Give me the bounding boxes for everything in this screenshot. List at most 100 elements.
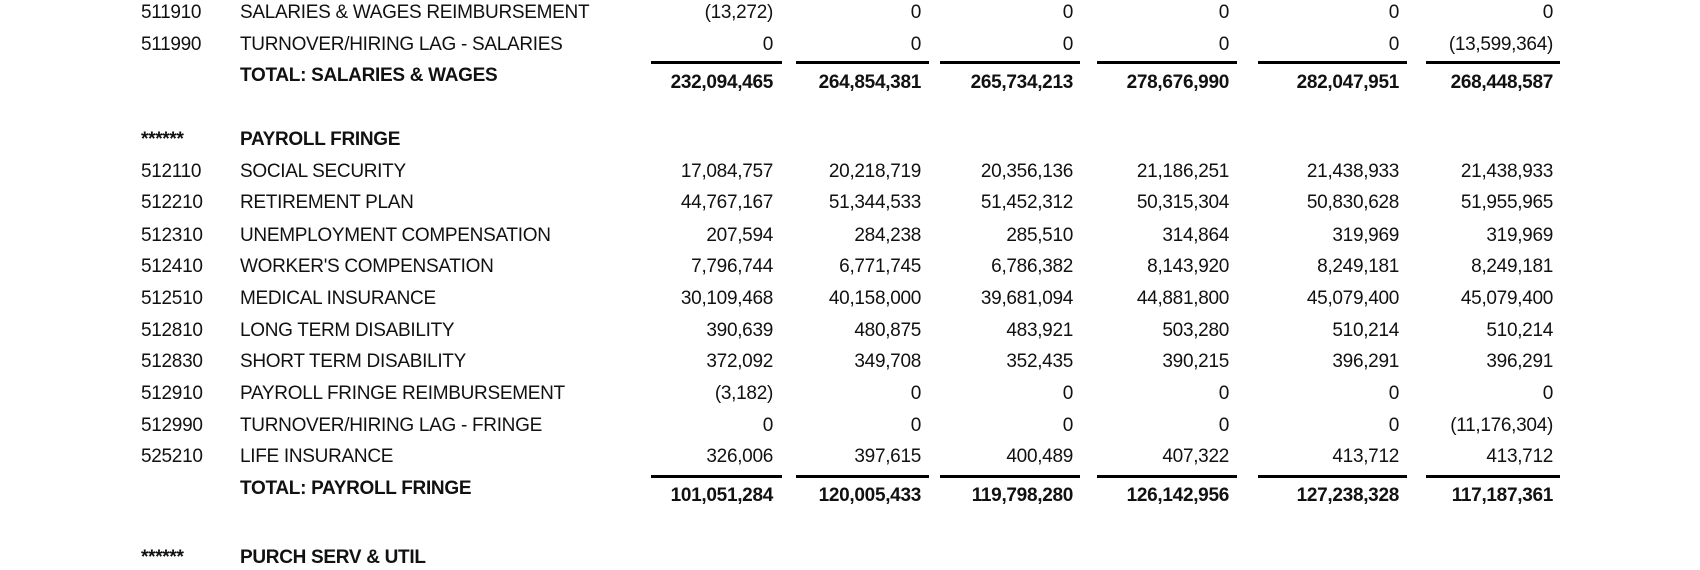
amount-cell: 396,291	[1486, 351, 1553, 372]
amount-cell: 40,158,000	[828, 288, 921, 309]
amount-cell: 44,881,800	[1136, 288, 1229, 309]
total-underline	[940, 475, 1080, 478]
table-row: 512110 SOCIAL SECURITY 17,084,757 20,218,71…	[0, 160, 1700, 184]
table-row: 512910 PAYROLL FRINGE REIMBURSEMENT (3,182…	[0, 382, 1700, 406]
amount-cell: 0	[910, 415, 922, 436]
amount-cell: 8,143,920	[1147, 256, 1229, 277]
amount-cell: 21,438,933	[1460, 161, 1553, 182]
total-label: TOTAL: SALARIES & WAGES	[240, 65, 498, 86]
amount-cell: 0	[1218, 34, 1230, 55]
amount-cell: 285,510	[1006, 225, 1073, 246]
table-row: 511990 TURNOVER/HIRING LAG - SALARIES 0 0 0 0…	[0, 33, 1700, 57]
total-underline	[651, 475, 782, 478]
total-amount: 264,854,381	[818, 72, 922, 93]
total-underline	[796, 61, 929, 64]
amount-cell: 0	[1542, 383, 1554, 404]
amount-cell: 0	[762, 415, 774, 436]
table-row: 512830 SHORT TERM DISABILITY 372,092 349,70…	[0, 350, 1700, 374]
amount-cell: 51,452,312	[980, 192, 1073, 213]
amount-cell: 0	[1062, 34, 1074, 55]
amount-cell: 39,681,094	[980, 288, 1073, 309]
amount-cell: 352,435	[1006, 351, 1073, 372]
table-row: 512810 LONG TERM DISABILITY 390,639 480,875…	[0, 319, 1700, 343]
amount-cell: 45,079,400	[1460, 288, 1553, 309]
amount-cell: 413,712	[1486, 446, 1553, 467]
account-description: SALARIES & WAGES REIMBURSEMENT	[240, 2, 590, 23]
amount-cell: 0	[910, 383, 922, 404]
account-code: 512210	[141, 192, 203, 213]
account-description: MEDICAL INSURANCE	[240, 288, 436, 309]
amount-cell: 0	[1388, 34, 1400, 55]
amount-cell: 480,875	[854, 320, 921, 341]
table-row: 525210 LIFE INSURANCE 326,006 397,615 400,48…	[0, 445, 1700, 469]
total-underline	[1097, 475, 1237, 478]
amount-cell: 503,280	[1162, 320, 1229, 341]
account-description: TURNOVER/HIRING LAG - FRINGE	[240, 415, 542, 436]
amount-cell: 390,215	[1162, 351, 1229, 372]
amount-cell: 319,969	[1332, 225, 1399, 246]
total-amount: 120,005,433	[818, 485, 922, 506]
total-amount: 126,142,956	[1126, 485, 1230, 506]
total-underline	[1426, 61, 1560, 64]
total-underline	[1258, 475, 1407, 478]
amount-cell: 284,238	[854, 225, 921, 246]
account-code: 512990	[141, 415, 203, 436]
account-description: UNEMPLOYMENT COMPENSATION	[240, 225, 551, 246]
account-code: 512110	[141, 161, 202, 182]
table-row: 511910 SALARIES & WAGES REIMBURSEMENT (13,…	[0, 1, 1700, 25]
account-description: PAYROLL FRINGE REIMBURSEMENT	[240, 383, 565, 404]
account-code: 512830	[141, 351, 203, 372]
amount-cell: 0	[910, 34, 922, 55]
table-row: 512410 WORKER'S COMPENSATION 7,796,744 6,77…	[0, 255, 1700, 279]
total-row: TOTAL: PAYROLL FRINGE 101,051,284 120,005,…	[0, 477, 1700, 506]
total-amount: 119,798,280	[971, 485, 1074, 506]
amount-cell: 0	[1062, 415, 1074, 436]
amount-cell: 0	[1218, 2, 1230, 23]
total-amount: 268,448,587	[1450, 72, 1554, 93]
amount-cell: 51,344,533	[828, 192, 921, 213]
amount-cell: (11,176,304)	[1450, 415, 1553, 436]
total-amount: 127,238,328	[1296, 485, 1400, 506]
table-row: 512210 RETIREMENT PLAN 44,767,167 51,344,53…	[0, 191, 1700, 215]
amount-cell: (3,182)	[714, 383, 773, 404]
amount-cell: 413,712	[1332, 446, 1399, 467]
amount-cell: 0	[1388, 2, 1400, 23]
total-underline	[940, 61, 1080, 64]
account-code: 512810	[141, 320, 203, 341]
amount-cell: 6,771,745	[839, 256, 921, 277]
amount-cell: 396,291	[1332, 351, 1399, 372]
account-description: SHORT TERM DISABILITY	[240, 351, 466, 372]
amount-cell: 6,786,382	[991, 256, 1073, 277]
amount-cell: 50,830,628	[1306, 192, 1399, 213]
account-code: 511990	[141, 34, 202, 55]
total-underline	[1258, 61, 1407, 64]
table-row: 512510 MEDICAL INSURANCE 30,109,468 40,158,…	[0, 287, 1700, 311]
amount-cell: 0	[910, 2, 922, 23]
account-description: SOCIAL SECURITY	[240, 161, 406, 182]
amount-cell: 45,079,400	[1306, 288, 1399, 309]
amount-cell: (13,272)	[704, 2, 774, 23]
total-underline	[1426, 475, 1560, 478]
account-description: LONG TERM DISABILITY	[240, 320, 455, 341]
amount-cell: 20,218,719	[828, 161, 921, 182]
total-amount: 232,094,465	[670, 72, 774, 93]
amount-cell: 8,249,181	[1471, 256, 1553, 277]
account-code: 525210	[141, 446, 203, 467]
total-amount: 265,734,213	[970, 72, 1074, 93]
amount-cell: 21,438,933	[1306, 161, 1399, 182]
total-amount: 278,676,990	[1126, 72, 1230, 93]
amount-cell: 326,006	[706, 446, 773, 467]
account-code: 511910	[141, 2, 202, 23]
amount-cell: 0	[1062, 2, 1074, 23]
total-label: TOTAL: PAYROLL FRINGE	[240, 478, 472, 499]
amount-cell: 8,249,181	[1317, 256, 1399, 277]
total-row: TOTAL: SALARIES & WAGES 232,094,465 264,85…	[0, 64, 1700, 93]
account-code: 512310	[141, 225, 203, 246]
amount-cell: 397,615	[854, 446, 921, 467]
table-row: 512990 TURNOVER/HIRING LAG - FRINGE 0 0 0 0 0 (…	[0, 414, 1700, 438]
amount-cell: 372,092	[706, 351, 773, 372]
account-description: LIFE INSURANCE	[240, 446, 394, 467]
account-description: WORKER'S COMPENSATION	[240, 256, 494, 277]
amount-cell: 0	[1542, 2, 1554, 23]
amount-cell: 510,214	[1486, 320, 1553, 341]
